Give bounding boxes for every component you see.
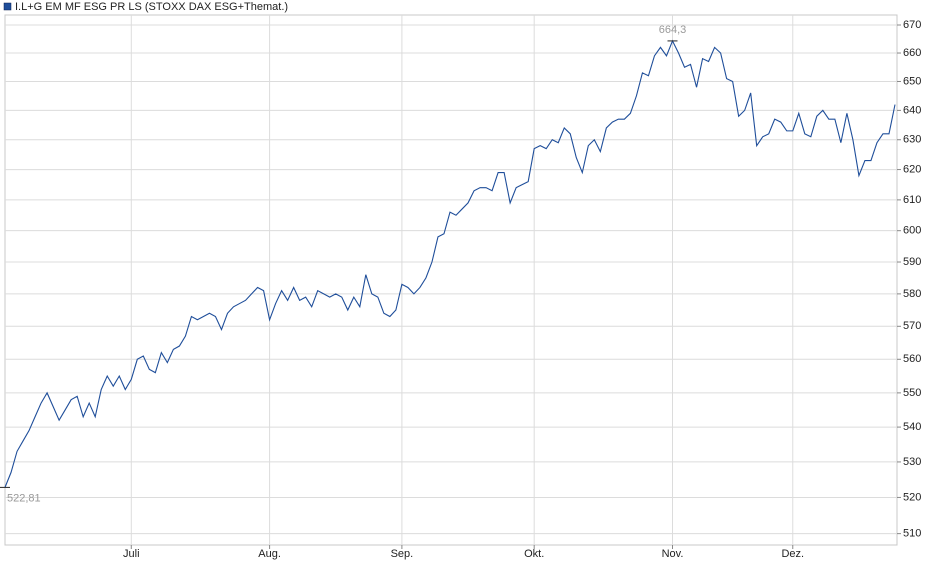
y-tick-label: 660 [903,47,921,59]
y-tick-label: 650 [903,75,921,87]
value-label: 664,3 [659,24,687,36]
y-tick-label: 550 [903,387,921,399]
y-tick-label: 630 [903,134,921,146]
x-tick-label: Nov. [662,548,684,560]
y-tick-label: 510 [903,528,921,540]
y-tick-label: 580 [903,288,921,300]
x-tick-label: Dez. [781,548,804,560]
x-tick-label: Aug. [258,548,281,560]
y-tick-label: 530 [903,456,921,468]
x-tick-label: Sep. [391,548,414,560]
y-tick-label: 640 [903,104,921,116]
y-tick-label: 590 [903,256,921,268]
y-tick-label: 670 [903,19,921,31]
y-tick-label: 620 [903,163,921,175]
series-line [4,39,896,488]
value-label: 522,81 [7,492,41,504]
y-tick-label: 610 [903,194,921,206]
y-tick-label: 570 [903,320,921,332]
legend-label: I.L+G EM MF ESG PR LS (STOXX DAX ESG+The… [15,1,288,13]
y-tick-label: 540 [903,421,921,433]
y-tick-label: 520 [903,491,921,503]
x-tick-label: Juli [123,548,140,560]
x-tick-label: Okt. [524,548,544,560]
plot-frame [4,14,898,546]
y-tick-label: 560 [903,353,921,365]
legend-swatch [3,2,12,11]
y-tick-label: 600 [903,225,921,237]
